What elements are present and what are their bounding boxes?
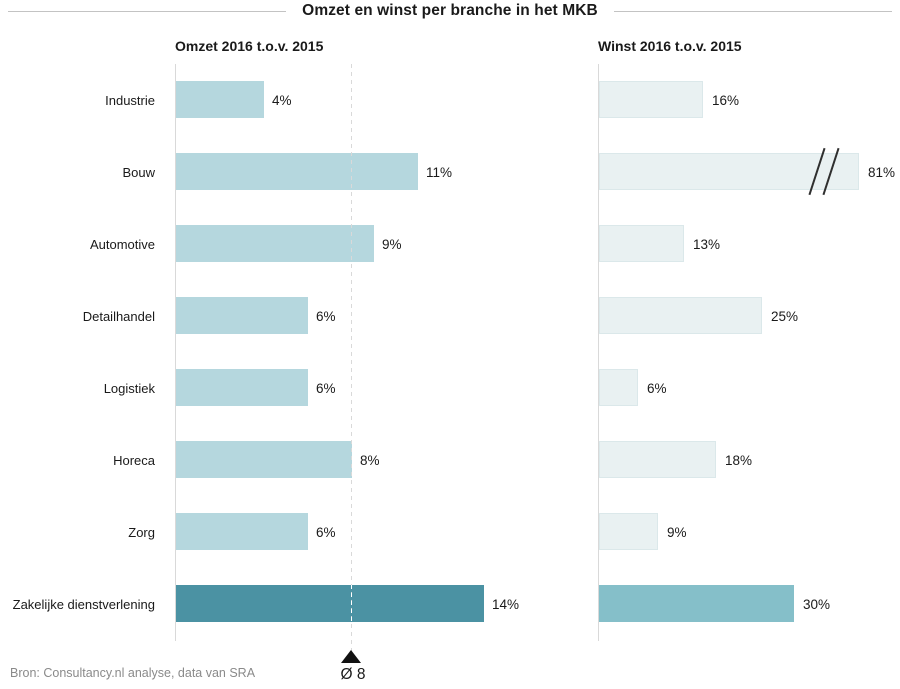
omzet-bar	[176, 369, 308, 406]
omzet-value-label: 9%	[382, 236, 402, 252]
omzet-bar	[176, 225, 374, 262]
chart-row-winst: 16%	[598, 64, 900, 136]
chart-title: Omzet en winst per branche in het MKB	[302, 2, 598, 19]
omzet-value-label: 6%	[316, 308, 336, 324]
chart-row-omzet: Bouw 11%	[0, 136, 560, 208]
winst-bar	[599, 513, 658, 550]
winst-chart: 16% 81% 13% 25% 6% 18% 9% 30%	[598, 64, 900, 641]
chart-row-omzet: Automotive 9%	[0, 208, 560, 280]
omzet-value-label: 8%	[360, 452, 380, 468]
chart-row-omzet: Detailhandel 6%	[0, 280, 560, 352]
category-label: Detailhandel	[82, 308, 155, 324]
category-label: Zakelijke dienstverlening	[12, 596, 155, 612]
winst-bar	[599, 81, 703, 118]
average-marker-label: Ø 8	[340, 666, 366, 683]
average-dashed-line	[351, 64, 352, 652]
chart-row-winst: 13%	[598, 208, 900, 280]
winst-value-label: 18%	[725, 452, 753, 468]
winst-axis-line	[598, 64, 599, 641]
winst-value-label: 13%	[693, 236, 721, 252]
category-label: Industrie	[105, 92, 155, 108]
winst-value-label: 16%	[712, 92, 740, 108]
omzet-bar	[176, 81, 264, 118]
winst-value-label: 81%	[868, 164, 896, 180]
omzet-bar	[176, 153, 418, 190]
winst-bar	[599, 585, 794, 622]
omzet-value-label: 14%	[492, 596, 520, 612]
category-label: Logistiek	[103, 380, 155, 396]
omzet-bar	[176, 585, 484, 622]
category-label: Automotive	[89, 236, 155, 252]
omzet-value-label: 6%	[316, 380, 336, 396]
chart-row-omzet: Horeca 8%	[0, 424, 560, 496]
chart-row-winst: 6%	[598, 352, 900, 424]
category-label: Zorg	[128, 524, 155, 540]
source-note: Bron: Consultancy.nl analyse, data van S…	[10, 666, 256, 680]
chart-row-omzet: Industrie 4%	[0, 64, 560, 136]
winst-value-label: 9%	[667, 524, 687, 540]
omzet-bar	[176, 297, 308, 334]
omzet-axis-line	[175, 64, 176, 641]
title-row: Omzet en winst per branche in het MKB	[0, 0, 900, 22]
chart-row-winst: 9%	[598, 496, 900, 568]
chart-row-winst: 81%	[598, 136, 900, 208]
right-panel-title: Winst 2016 t.o.v. 2015	[598, 38, 742, 54]
title-rule-left	[8, 10, 287, 12]
category-label: Bouw	[122, 164, 155, 180]
omzet-value-label: 4%	[272, 92, 292, 108]
omzet-bar	[176, 441, 352, 478]
winst-value-label: 30%	[803, 596, 831, 612]
title-rule-right	[613, 10, 893, 12]
winst-bar	[599, 225, 684, 262]
left-panel-title: Omzet 2016 t.o.v. 2015	[175, 38, 324, 54]
category-label: Horeca	[113, 452, 155, 468]
winst-value-label: 25%	[771, 308, 799, 324]
chart-row-winst: 18%	[598, 424, 900, 496]
omzet-value-label: 11%	[426, 164, 453, 180]
chart-row-winst: 30%	[598, 568, 900, 640]
winst-bar	[599, 441, 716, 478]
omzet-value-label: 6%	[316, 524, 336, 540]
chart-row-winst: 25%	[598, 280, 900, 352]
chart-row-omzet: Zorg 6%	[0, 496, 560, 568]
winst-bar	[599, 297, 762, 334]
chart-row-omzet: Zakelijke dienstverlening 14%	[0, 568, 560, 640]
average-dashed-line-overlay	[351, 585, 352, 622]
omzet-bar	[176, 513, 308, 550]
omzet-chart: Industrie 4% Bouw 11% Automotive 9% Detailhand…	[0, 64, 560, 683]
average-marker-icon	[341, 650, 361, 663]
chart-row-omzet: Logistiek 6%	[0, 352, 560, 424]
winst-value-label: 6%	[647, 380, 667, 396]
winst-bar	[599, 369, 638, 406]
